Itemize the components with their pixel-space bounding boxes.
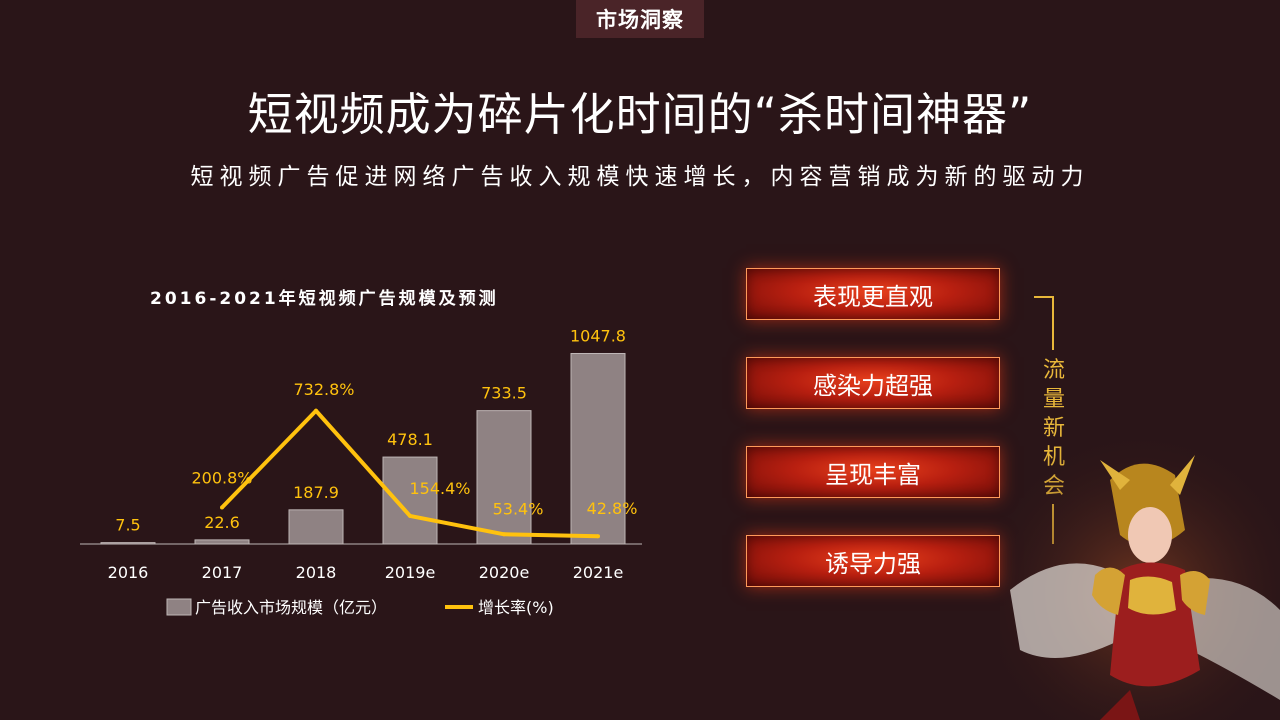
page-title: 短视频成为碎片化时间的“杀时间神器” bbox=[247, 88, 1033, 141]
section-tag: 市场洞察 bbox=[576, 0, 704, 38]
x-tick-2020e: 2020e bbox=[479, 563, 530, 582]
chart-legend: 广告收入市场规模（亿元） 增长率(%) bbox=[166, 598, 554, 617]
growth-rate-point-2017 bbox=[220, 505, 224, 510]
chart-title: 2016-2021年短视频广告规模及预测 bbox=[150, 288, 499, 309]
feature-persuasive-button[interactable]: 诱导力强 bbox=[746, 535, 1000, 587]
legend-line-label: 增长率(%) bbox=[478, 598, 554, 617]
x-tick-2017: 2017 bbox=[202, 563, 243, 582]
feature-rich-button[interactable]: 呈现丰富 bbox=[746, 446, 1000, 498]
bar-value-label-2016: 7.5 bbox=[115, 516, 140, 535]
bar-2019e bbox=[382, 456, 438, 545]
bar-2017 bbox=[194, 539, 250, 545]
page-subtitle: 短视频广告促进网络广告收入规模快速增长，内容营销成为新的驱动力 bbox=[190, 164, 1090, 190]
legend-bar-label: 广告收入市场规模（亿元） bbox=[195, 598, 387, 617]
bar-2018 bbox=[288, 509, 344, 545]
growth-rate-label-2020e: 53.4% bbox=[493, 499, 544, 518]
bar-value-label-2021e: 1047.8 bbox=[570, 326, 626, 345]
legend-bar-swatch bbox=[166, 598, 192, 616]
bar-value-label-2017: 22.6 bbox=[204, 513, 240, 532]
growth-rate-point-2020e bbox=[502, 532, 506, 537]
growth-rate-label-2018: 732.8% bbox=[293, 380, 354, 399]
x-tick-2016: 2016 bbox=[108, 563, 149, 582]
growth-rate-point-2019e bbox=[408, 513, 412, 518]
x-tick-2018: 2018 bbox=[296, 563, 337, 582]
growth-rate-label-2017: 200.8% bbox=[191, 468, 252, 487]
x-tick-2019e: 2019e bbox=[385, 563, 436, 582]
growth-rate-label-2021e: 42.8% bbox=[587, 499, 638, 518]
ad-scale-chart: 2016-2021年短视频广告规模及预测 7.5 22.6 187.9 478.1 73… bbox=[80, 288, 642, 617]
bar-value-label-2019e: 478.1 bbox=[387, 430, 433, 449]
bracket-top bbox=[1034, 296, 1054, 350]
hero-character-illustration bbox=[1000, 440, 1280, 720]
feature-intuitive-button[interactable]: 表现更直观 bbox=[746, 268, 1000, 320]
growth-rate-point-2018 bbox=[314, 408, 318, 413]
bar-value-label-2020e: 733.5 bbox=[481, 384, 527, 403]
bar-2021e bbox=[570, 352, 626, 545]
growth-rate-label-2019e: 154.4% bbox=[409, 479, 470, 498]
feature-appeal-button[interactable]: 感染力超强 bbox=[746, 357, 1000, 409]
growth-rate-point-2021e bbox=[596, 534, 600, 539]
x-tick-2021e: 2021e bbox=[573, 563, 624, 582]
bar-2020e bbox=[476, 410, 532, 545]
bar-value-label-2018: 187.9 bbox=[293, 483, 339, 502]
